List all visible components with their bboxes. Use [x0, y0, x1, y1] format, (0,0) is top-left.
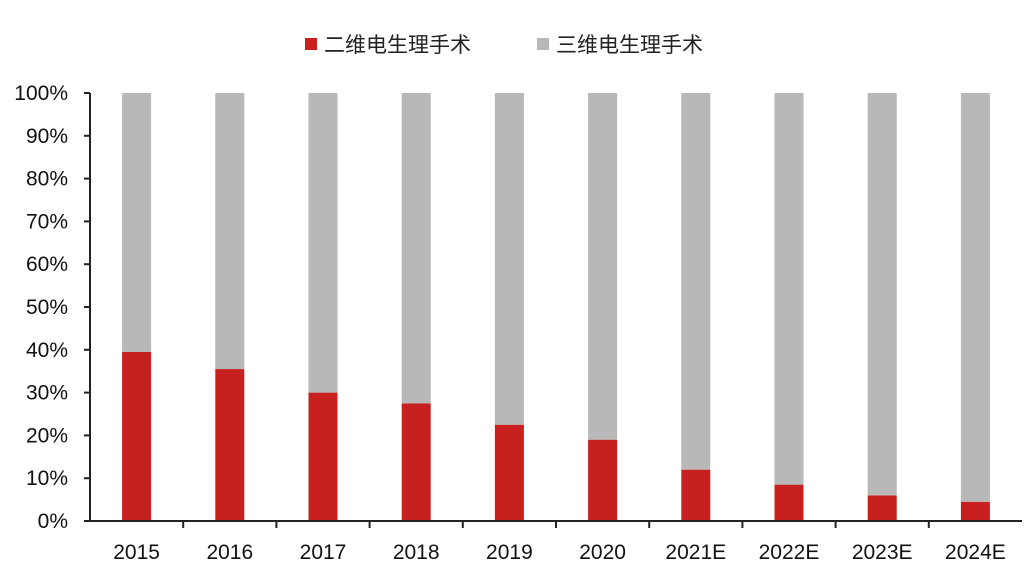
legend-swatch-2d — [305, 38, 317, 50]
bar-2d-2020 — [588, 439, 618, 521]
legend-label-3d: 三维电生理手术 — [556, 33, 703, 57]
legend-label-2d: 二维电生理手术 — [324, 33, 471, 57]
bar-2d-2017 — [308, 392, 338, 521]
bar-3d-2024E — [960, 93, 990, 502]
bar-3d-2015 — [122, 93, 152, 352]
y-tick-label: 90% — [26, 125, 68, 148]
y-tick-label: 70% — [26, 210, 68, 233]
bar-2d-2022E — [774, 484, 804, 521]
bar-3d-2020 — [588, 93, 618, 440]
y-tick-label: 50% — [26, 296, 68, 319]
legend-swatch-3d — [537, 38, 549, 50]
bar-2d-2015 — [122, 351, 152, 521]
x-tick-label: 2022E — [759, 541, 820, 564]
bar-3d-2021E — [681, 93, 711, 470]
bar-2d-2018 — [401, 403, 431, 521]
bar-3d-2017 — [308, 93, 338, 393]
y-tick-label: 100% — [14, 82, 68, 105]
bar-2d-2021E — [681, 469, 711, 521]
bar-2d-2019 — [494, 424, 524, 521]
x-tick-label: 2023E — [852, 541, 913, 564]
bars — [122, 93, 990, 521]
bar-3d-2019 — [494, 93, 524, 425]
bar-2d-2024E — [960, 501, 990, 521]
y-axis: 0% 10% 20% 30% 40% 50% 60% 70% 80% 90% 100% — [14, 82, 91, 533]
x-axis: 2015 2016 2017 2018 2019 2020 2021E 2022E 2023E 2… — [90, 520, 1022, 564]
y-tick-label: 80% — [26, 168, 68, 191]
y-tick-label: 20% — [26, 424, 68, 447]
bar-2d-2016 — [215, 369, 245, 521]
bar-3d-2018 — [401, 93, 431, 404]
x-tick-label: 2015 — [113, 541, 160, 564]
bar-3d-2022E — [774, 93, 804, 485]
y-tick-label: 10% — [26, 467, 68, 490]
legend: 二维电生理手术 三维电生理手术 — [305, 33, 703, 57]
y-tick-label: 0% — [38, 510, 68, 533]
x-tick-label: 2017 — [300, 541, 347, 564]
bar-3d-2016 — [215, 93, 245, 370]
y-tick-label: 40% — [26, 339, 68, 362]
x-tick-label: 2019 — [486, 541, 533, 564]
x-tick-label: 2020 — [579, 541, 626, 564]
x-tick-label: 2016 — [206, 541, 253, 564]
bar-2d-2023E — [867, 495, 897, 521]
x-tick-label: 2024E — [945, 541, 1006, 564]
x-tick-label: 2021E — [665, 541, 726, 564]
y-tick-label: 30% — [26, 382, 68, 405]
bar-3d-2023E — [867, 93, 897, 496]
x-tick-label: 2018 — [393, 541, 440, 564]
y-tick-label: 60% — [26, 253, 68, 276]
